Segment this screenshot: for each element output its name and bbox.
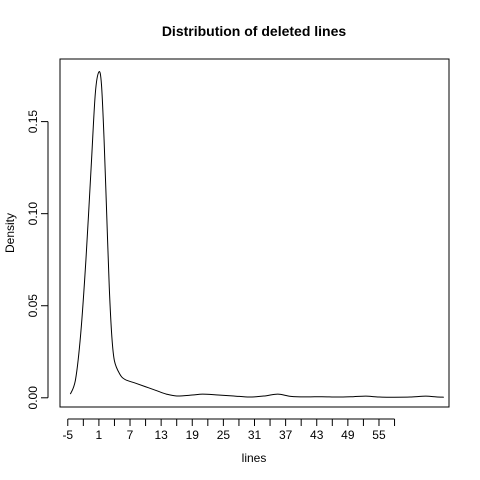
x-axis-label: lines — [242, 451, 267, 465]
x-tick-label: 7 — [127, 428, 134, 442]
x-tick-label: 55 — [372, 428, 386, 442]
y-tick-label: 0.00 — [26, 386, 40, 410]
x-tick-label: 37 — [279, 428, 293, 442]
x-tick-label: 19 — [186, 428, 200, 442]
y-axis: 0.00 0.05 0.10 0.15 — [26, 110, 49, 410]
x-tick-label: 1 — [96, 428, 103, 442]
density-curve — [69, 71, 444, 398]
x-axis: -5 1 7 13 19 25 31 37 43 49 55 — [62, 418, 396, 442]
y-tick-label: 0.10 — [26, 202, 40, 226]
x-tick-label: 25 — [217, 428, 231, 442]
y-tick-label: 0.15 — [26, 110, 40, 134]
y-axis-label: Density — [3, 213, 17, 253]
chart-title: Distribution of deleted lines — [162, 23, 347, 39]
x-tick-label: 31 — [248, 428, 262, 442]
x-tick-label: -5 — [62, 428, 73, 442]
x-tick-label: 13 — [154, 428, 168, 442]
x-tick-label: 49 — [341, 428, 355, 442]
x-tick-label: 43 — [310, 428, 324, 442]
y-tick-label: 0.05 — [26, 294, 40, 318]
plot-frame — [59, 58, 450, 408]
